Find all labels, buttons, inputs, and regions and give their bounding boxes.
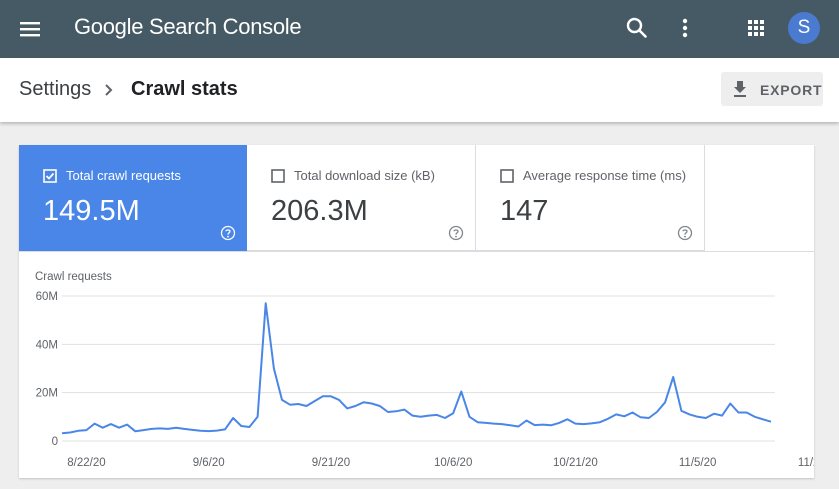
y-tick-label: 0 bbox=[52, 436, 58, 448]
checkbox-unchecked-icon[interactable] bbox=[500, 169, 514, 183]
x-tick-label: 11/5/20 bbox=[679, 457, 717, 469]
metric-total-crawl-requests[interactable]: Total crawl requests 149.5M bbox=[19, 145, 247, 251]
account-avatar[interactable]: S bbox=[788, 12, 820, 44]
more-vert-icon[interactable] bbox=[672, 15, 698, 41]
page-title: Crawl stats bbox=[131, 78, 238, 100]
metric-label: Total download size (kB) bbox=[294, 168, 435, 183]
y-tick-label: 20M bbox=[36, 388, 58, 400]
metric-value: 147 bbox=[500, 195, 549, 227]
checkbox-checked-icon[interactable] bbox=[43, 169, 57, 183]
checkbox-unchecked-icon[interactable] bbox=[271, 169, 285, 183]
metric-total-download-size[interactable]: Total download size (kB) 206.3M bbox=[247, 145, 476, 251]
x-tick-label: 8/22/20 bbox=[67, 457, 105, 469]
crawl-stats-card: Total crawl requests 149.5M Total downlo… bbox=[19, 145, 814, 478]
export-label: EXPORT bbox=[760, 82, 823, 98]
breadcrumb-settings[interactable]: Settings bbox=[19, 78, 92, 100]
top-app-bar: Google Search Console S bbox=[0, 0, 839, 58]
apps-icon[interactable] bbox=[743, 15, 769, 41]
metric-label: Average response time (ms) bbox=[523, 168, 687, 183]
x-tick-label: 10/6/20 bbox=[434, 457, 472, 469]
x-tick-label: 10/21/20 bbox=[553, 457, 598, 469]
export-button[interactable]: EXPORT bbox=[721, 72, 823, 106]
crawl-requests-chart: Crawl requests 0 20M 40M 60M 8/22/20 9/6/20 9… bbox=[19, 251, 814, 478]
chart-title: Crawl requests bbox=[35, 271, 112, 283]
help-icon[interactable] bbox=[448, 225, 464, 241]
x-tick-label: 9/6/20 bbox=[193, 457, 225, 469]
help-icon[interactable] bbox=[220, 225, 236, 241]
chevron-right-icon bbox=[105, 84, 113, 96]
y-tick-label: 40M bbox=[36, 339, 58, 351]
chart-canvas: Crawl requests 0 20M 40M 60M 8/22/20 9/6/20 9… bbox=[35, 271, 814, 469]
download-icon bbox=[734, 81, 746, 97]
page-header: Settings Crawl stats EXPORT bbox=[0, 58, 839, 122]
metric-value: 149.5M bbox=[43, 195, 140, 227]
menu-icon[interactable] bbox=[20, 17, 42, 41]
brand-title[interactable]: Google Search Console bbox=[74, 14, 302, 39]
y-tick-label: 60M bbox=[36, 291, 58, 303]
metric-value: 206.3M bbox=[271, 195, 368, 227]
x-tick-label: 11/20/20 bbox=[798, 457, 814, 469]
metric-label: Total crawl requests bbox=[66, 168, 181, 183]
chart-series-line bbox=[61, 302, 772, 435]
metric-average-response-time[interactable]: Average response time (ms) 147 bbox=[476, 145, 705, 251]
x-tick-label: 9/21/20 bbox=[312, 457, 350, 469]
help-icon[interactable] bbox=[677, 225, 693, 241]
search-icon[interactable] bbox=[624, 15, 650, 41]
